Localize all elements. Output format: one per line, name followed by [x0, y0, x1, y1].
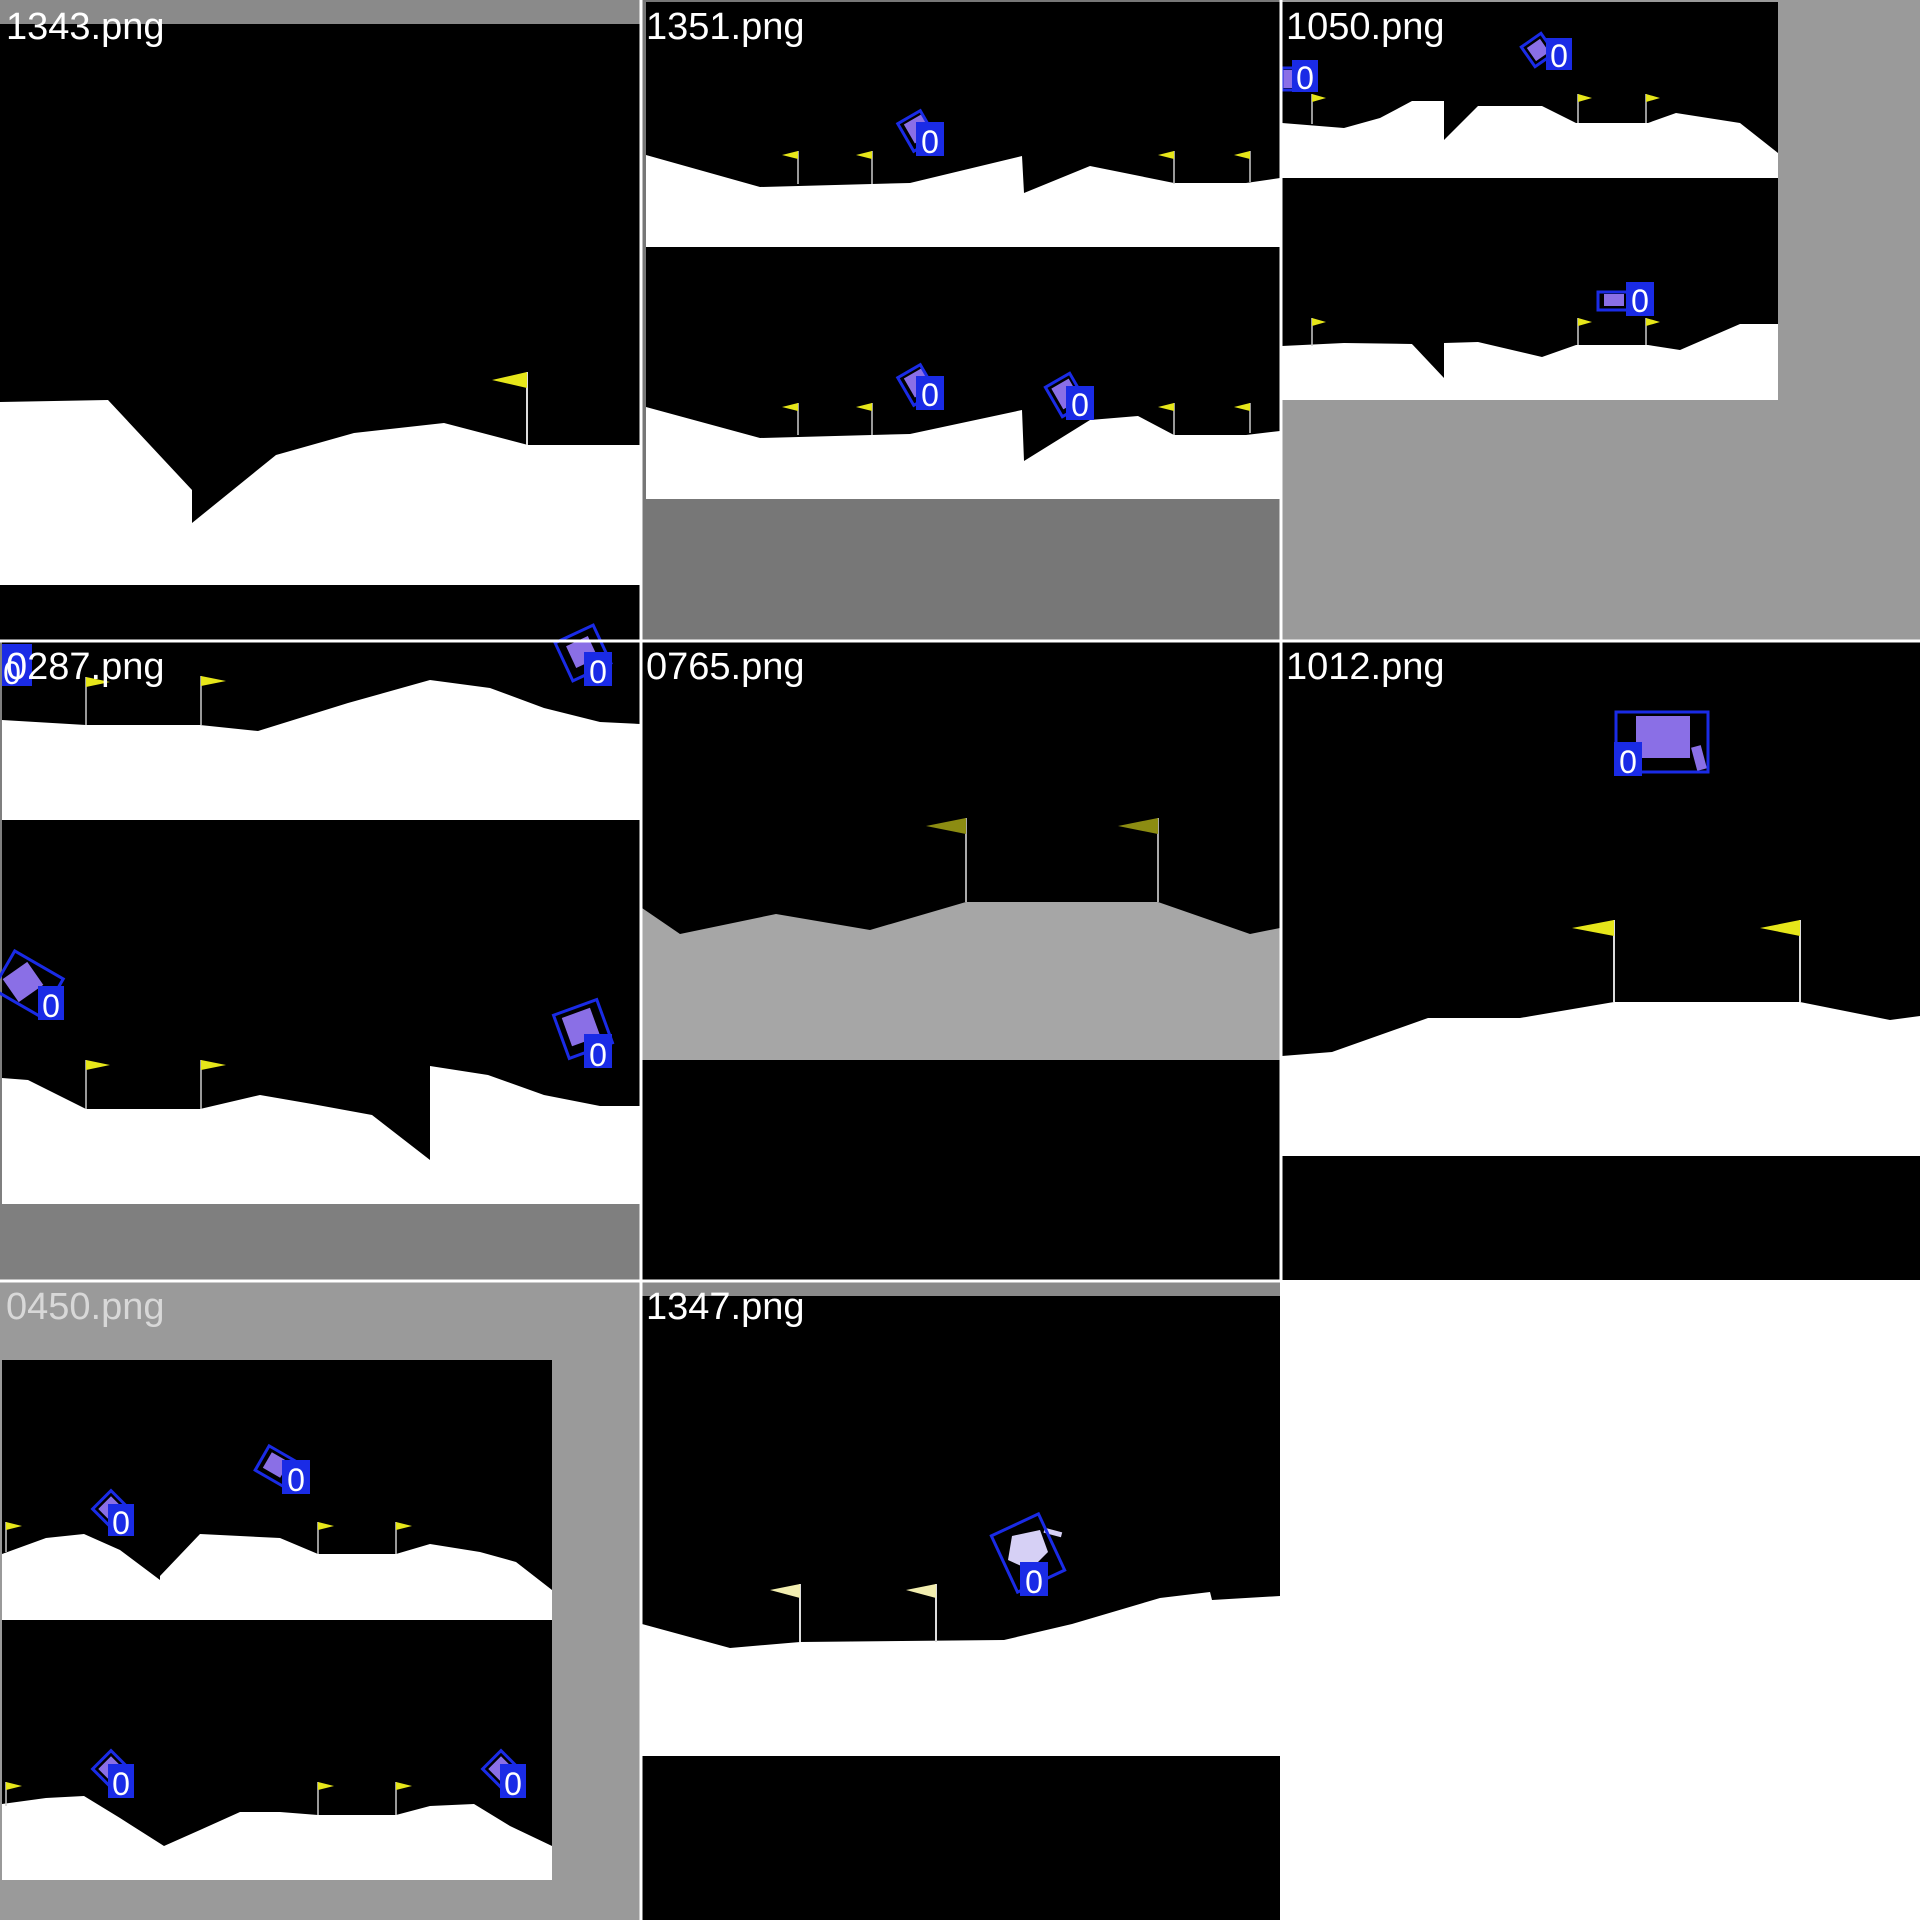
landing-flag — [1311, 318, 1660, 346]
moon-terrain — [1282, 1002, 1920, 1156]
moon-terrain — [646, 407, 1280, 499]
bbox-class-label: 0 — [1071, 387, 1089, 423]
bbox-class-label: 0 — [112, 1766, 130, 1802]
tile-filename-label: 0287.png — [6, 646, 165, 688]
landing-flag — [1311, 94, 1660, 124]
moon-terrain — [1282, 101, 1778, 178]
moon-terrain — [642, 902, 1280, 1060]
lander-detection: 0 — [895, 108, 944, 160]
bbox-class-label: 0 — [1619, 744, 1637, 780]
landing-flag — [782, 403, 1251, 435]
moon-terrain — [0, 400, 640, 585]
moon-terrain — [2, 1066, 640, 1204]
tile-1012: 0 — [1282, 642, 1920, 1280]
tile-filename-label: 1050.png — [1286, 6, 1445, 48]
tile-filename-label: 1012.png — [1286, 646, 1445, 688]
tile-1050: 0 0 0 — [1280, 0, 1920, 640]
moon-terrain — [2, 680, 640, 820]
moon-terrain — [1282, 324, 1778, 400]
empty-slot — [1282, 1282, 1920, 1920]
landing-flag — [5, 1522, 412, 1554]
bbox-class-label: 0 — [112, 1505, 130, 1541]
bbox-class-label: 0 — [589, 654, 607, 690]
landing-flag — [782, 151, 1251, 184]
lander-detection: 0 — [989, 1511, 1067, 1600]
tile-filename-label: 0450.png — [6, 1286, 165, 1328]
tile-0287: 0 0 0 0 — [0, 623, 640, 1280]
lander-detection: 0 — [2, 644, 32, 691]
lander-detection: 0 — [1614, 710, 1710, 780]
landing-flag — [85, 1060, 226, 1109]
moon-terrain — [646, 155, 1280, 247]
tile-filename-label: 1347.png — [646, 1286, 805, 1328]
landing-flag — [1572, 920, 1801, 1002]
moon-terrain — [2, 1534, 552, 1620]
bbox-class-label: 0 — [504, 1766, 522, 1802]
bbox-class-label: 0 — [287, 1462, 305, 1498]
bbox-class-label: 0 — [1631, 283, 1649, 319]
bbox-class-label: 0 — [921, 124, 939, 160]
landing-flag — [5, 1782, 412, 1815]
tile-1351: 0 0 0 — [640, 0, 1280, 640]
moon-terrain — [642, 1592, 1280, 1756]
lander-detection: 0 — [551, 997, 615, 1073]
lander-detection: 0 — [553, 623, 613, 690]
landing-flag — [85, 676, 226, 725]
landing-flag — [492, 372, 527, 388]
tile-0450: 0 0 0 0 — [0, 1280, 640, 1920]
bbox-class-label: 0 — [1025, 1564, 1043, 1600]
bbox-class-label: 0 — [1550, 38, 1568, 74]
lander-detection: 0 — [253, 1443, 310, 1498]
tile-filename-label: 1351.png — [646, 6, 805, 48]
bbox-class-label: 0 — [589, 1037, 607, 1073]
moon-terrain — [2, 1796, 552, 1880]
lander-detection: 0 — [895, 362, 944, 413]
lander-detection: 0 — [1519, 31, 1572, 74]
landing-flag — [926, 818, 1159, 902]
bbox-class-label: 0 — [921, 377, 939, 413]
tile-padding — [0, 0, 640, 24]
tile-padding — [642, 1282, 1280, 1296]
lander-detection: 0 — [1596, 282, 1654, 319]
tile-filename-label: 1343.png — [6, 6, 165, 48]
tile-1347: 0 — [642, 1282, 1280, 1920]
tile-filename-label: 0765.png — [646, 646, 805, 688]
landing-flag — [770, 1584, 937, 1642]
bbox-class-label: 0 — [1296, 60, 1314, 96]
tile-1343 — [0, 0, 640, 640]
bbox-class-label: 0 — [42, 988, 60, 1024]
tile-0765 — [642, 642, 1280, 1280]
lander-detection: 0 — [1043, 371, 1094, 423]
bbox-class-label: 0 — [3, 655, 21, 691]
lander-detection: 0 — [0, 948, 66, 1024]
